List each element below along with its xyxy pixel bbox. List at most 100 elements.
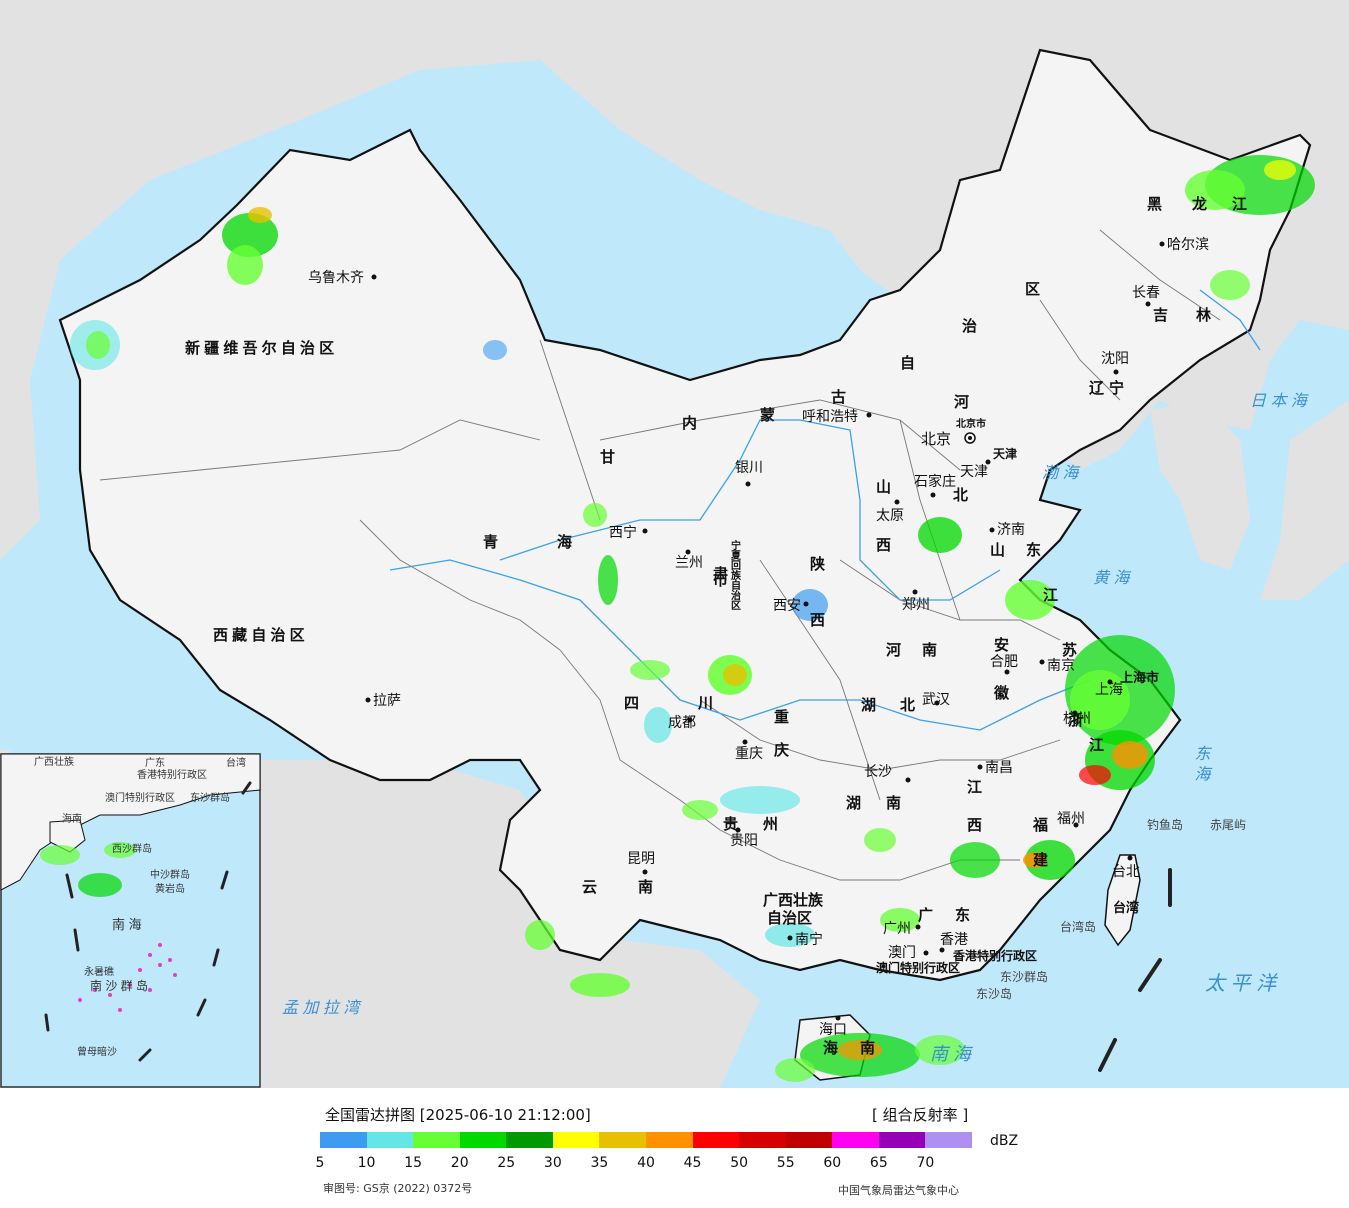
city-marker: 武汉 — [922, 691, 950, 707]
province-label: 南 — [860, 1039, 875, 1057]
inset-label: 西沙群岛 — [112, 842, 152, 855]
province-label: 湖 — [861, 697, 876, 714]
sea-labels: 日 本 海 渤 海 黄 海 东 海 太 平 洋 南 海 孟 加 拉 湾 — [282, 392, 1309, 1064]
map-title: 全国雷达拼图 [2025-06-10 21:12:00] — [325, 1106, 591, 1124]
province-label: 澳门特别行政区 — [876, 960, 960, 975]
legend-tick-label: 20 — [450, 1155, 469, 1171]
legend-color-swatch — [599, 1132, 646, 1148]
legend-color-swatch — [506, 1132, 553, 1148]
legend-color-swatch — [320, 1132, 367, 1148]
radar-map: 新 疆 维 吾 尔 自 治 区 西 藏 自 治 区 青 海 甘 肃 四 川 云 … — [0, 0, 1349, 1088]
province-label: 徽 — [993, 684, 1010, 702]
province-label: 山 — [876, 479, 891, 496]
province-label: 自 — [900, 354, 915, 372]
province-label: 云 — [582, 879, 597, 896]
province-label: 西 藏 自 治 区 — [213, 626, 305, 644]
inset-label: 东沙群岛 — [190, 791, 230, 804]
foreign-land-south — [260, 760, 760, 1088]
legend-tick-label: 50 — [730, 1155, 749, 1171]
city-label: 太原 — [876, 507, 904, 523]
province-label: 重 — [774, 708, 789, 726]
province-label: 辽 — [1089, 380, 1104, 397]
city-label: 武汉 — [922, 691, 950, 707]
province-label: 州 — [762, 816, 778, 833]
province-label: 吉 — [1153, 306, 1168, 324]
legend-tick-label: 35 — [590, 1155, 609, 1171]
city-markers: 乌鲁木齐 拉萨 西宁 兰州 成都 重庆 贵阳 昆明 南宁 呼和浩特 银川 西安 … — [308, 236, 1209, 1037]
province-label: 西 — [876, 537, 891, 554]
city-label: 北京 — [921, 431, 951, 448]
product-label: [ 组合反射率 ] — [872, 1106, 969, 1124]
city-marker: 长春 — [1132, 284, 1160, 307]
province-label: 海 — [823, 1039, 838, 1057]
province-label: 台湾 — [1113, 900, 1139, 915]
city-label: 海口 — [819, 1021, 847, 1037]
province-boundaries — [99, 229, 1221, 881]
city-label: 贵阳 — [730, 832, 758, 848]
province-label: 市 — [713, 571, 728, 589]
city-label: 香港 — [940, 931, 968, 947]
legend-color-swatch — [646, 1132, 693, 1148]
province-label: 古 — [831, 388, 846, 406]
city-marker: 石家庄 — [914, 473, 956, 498]
south-china-sea-inset: 广西壮族 广东 台湾 香港特别行政区 澳门特别行政区 东沙群岛 海南 西沙群岛 … — [0, 753, 261, 1088]
legend-tick-label: 40 — [637, 1155, 655, 1171]
island-label: 台湾岛 — [1060, 919, 1096, 934]
province-label: 贵 — [723, 815, 738, 833]
inset-label: 曾母暗沙 — [77, 1045, 117, 1058]
province-label: 川 — [697, 695, 713, 712]
province-label: 治 — [962, 317, 977, 335]
city-label: 长沙 — [864, 763, 892, 779]
province-label: 江 — [1043, 586, 1058, 604]
province-label: 湖 — [846, 795, 861, 812]
city-marker: 济南 — [989, 521, 1025, 537]
city-marker: 南宁 — [787, 931, 823, 947]
city-label: 哈尔滨 — [1167, 236, 1209, 252]
legend-color-swatch — [878, 1132, 926, 1148]
province-label: 西 — [967, 817, 982, 834]
province-label: 南 — [638, 878, 653, 896]
province-label: 宁夏回族自治区 — [729, 539, 742, 610]
city-marker: 福州 — [1057, 810, 1085, 828]
city-marker: 香港 — [939, 931, 968, 953]
legend-color-swatch — [692, 1132, 740, 1148]
city-label: 上海 — [1095, 681, 1123, 697]
city-marker: 台北 — [1112, 855, 1140, 879]
city-marker: 合肥 — [990, 653, 1018, 675]
city-label: 银川 — [735, 459, 763, 475]
sea-label: 南 海 — [930, 1044, 974, 1064]
city-label: 澳门 — [888, 944, 916, 960]
province-label: 苏 — [1062, 641, 1077, 659]
province-label: 河 — [954, 393, 969, 411]
inset-label: 广西壮族 — [34, 755, 74, 768]
province-label: 北 — [900, 697, 915, 714]
city-marker: 太原 — [876, 499, 904, 523]
city-marker: 南昌 — [977, 759, 1013, 775]
inset-label: 澳门特别行政区 — [105, 791, 175, 804]
province-label: 新 疆 维 吾 尔 自 治 区 — [185, 339, 334, 357]
province-label: 龙 — [1191, 195, 1207, 213]
city-label: 昆明 — [627, 850, 655, 866]
city-label: 拉萨 — [373, 692, 401, 708]
city-marker: 银川 — [735, 459, 763, 487]
province-label: 四 — [624, 695, 639, 712]
province-label: 庆 — [774, 741, 789, 759]
legend-color-swatch — [739, 1132, 786, 1148]
province-label: 青 — [483, 533, 498, 551]
city-marker: 郑州 — [902, 589, 930, 612]
city-label: 济南 — [997, 521, 1025, 537]
province-label: 浙 — [1068, 711, 1083, 729]
sea-label: 孟 加 拉 湾 — [282, 999, 362, 1017]
province-label: 福 — [1032, 816, 1048, 834]
province-label: 陕 — [810, 555, 825, 573]
province-label: 安 — [994, 636, 1009, 654]
city-label: 台北 — [1112, 863, 1140, 879]
province-label: 香港特别行政区 — [952, 948, 1037, 963]
province-label: 江 — [1232, 195, 1247, 213]
city-label: 南昌 — [985, 759, 1013, 775]
city-label: 沈阳 — [1101, 350, 1129, 366]
city-marker: 沈阳 — [1101, 350, 1129, 375]
approval-number: 审图号: GS京 (2022) 0372号 — [323, 1182, 473, 1195]
radar-echoes — [70, 155, 1315, 1082]
legend-tick-label: 45 — [683, 1155, 702, 1171]
